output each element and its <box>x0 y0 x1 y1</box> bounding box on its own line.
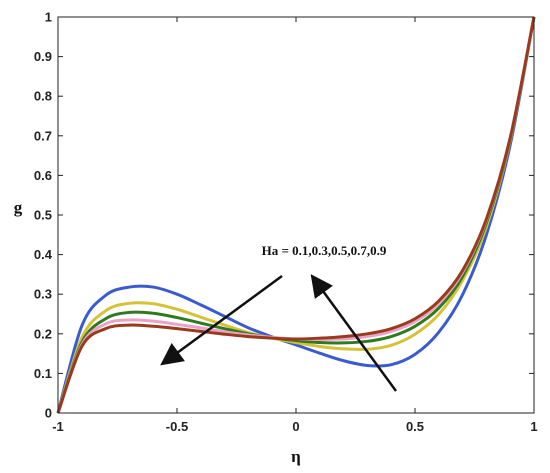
y-tick-label: 1 <box>45 10 52 25</box>
y-tick-label: 0.3 <box>34 287 52 302</box>
plot-frame <box>57 16 535 414</box>
y-tick-label: 0.2 <box>34 326 52 341</box>
x-tick-label: 1 <box>530 419 537 434</box>
series-line-3 <box>56 16 536 414</box>
series-line-5 <box>56 16 536 414</box>
ha-annotation: Ha = 0.1,0.3,0.5,0.7,0.9 <box>262 243 387 258</box>
series-line-2 <box>56 16 536 414</box>
x-tick-label: 0.5 <box>406 419 424 434</box>
x-axis-label: η <box>291 447 301 466</box>
y-axis-label: g <box>14 198 23 217</box>
y-tick-label: 0.8 <box>34 89 52 104</box>
y-tick-label: 0.9 <box>34 49 52 64</box>
series-layer <box>56 16 536 414</box>
y-tick-label: 0 <box>45 406 52 421</box>
x-tick-label: -1 <box>52 419 64 434</box>
decreasing-arrow <box>160 274 283 366</box>
x-tick-label: -0.5 <box>166 419 188 434</box>
increasing-arrow <box>310 274 398 392</box>
y-tick-label: 0.1 <box>34 366 52 381</box>
tick-layer: -1 -0.5 0 0.5 1 0 0.1 0.2 0.3 0.4 0.5 0.6 0.7 0.8 0.9 1 <box>34 10 538 435</box>
series-line-1 <box>56 16 536 414</box>
y-tick-label: 0.4 <box>34 247 53 262</box>
y-tick-label: 0.6 <box>34 168 52 183</box>
y-tick-label: 0.5 <box>34 208 52 223</box>
series-line-4 <box>56 16 536 414</box>
x-tick-label: 0 <box>292 419 299 434</box>
y-tick-label: 0.7 <box>34 128 52 143</box>
